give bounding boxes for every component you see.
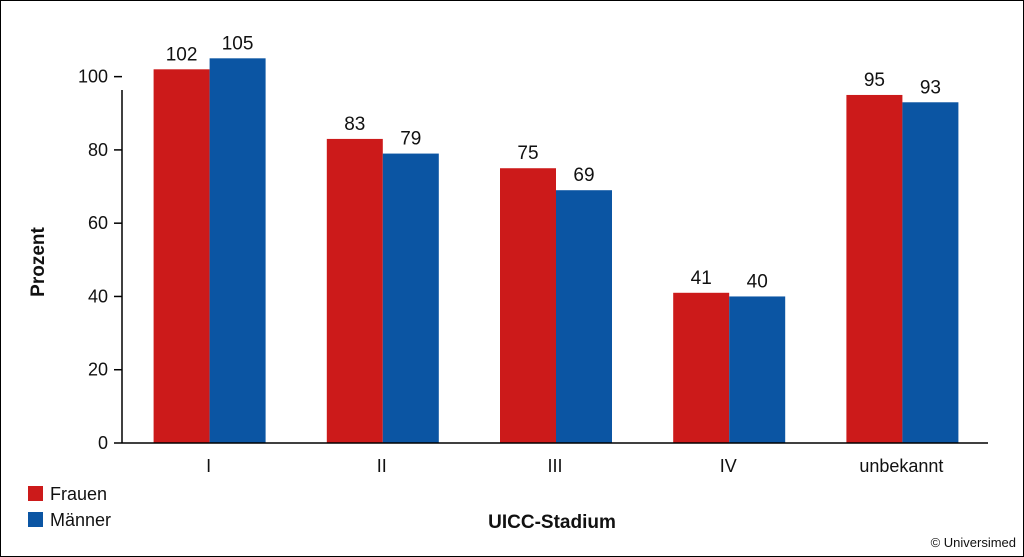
legend-swatch-1	[28, 486, 43, 501]
bar-mnner-2	[382, 153, 439, 443]
data-label: 40	[747, 271, 768, 292]
data-label: 105	[222, 33, 254, 54]
data-label: 102	[166, 44, 198, 65]
y-tick-label: 80	[88, 140, 108, 160]
y-tick-label: 40	[88, 286, 108, 306]
x-axis: I II III IV unbekannt	[122, 442, 988, 476]
y-tick-label: 0	[98, 433, 108, 453]
x-axis-title: UICC-Stadium	[488, 512, 616, 533]
bar-frauen-3	[500, 168, 556, 443]
legend-label-2: Männer	[50, 510, 111, 530]
x-tick-label: I	[206, 456, 211, 476]
copyright-credit: © Universimed	[931, 535, 1016, 550]
legend-swatch-2	[28, 512, 43, 527]
bar-mnner-3	[556, 190, 612, 443]
bars: 102 105 83 79 75 69 41 40 95 93	[153, 33, 959, 444]
data-label: 93	[920, 77, 941, 98]
legend-label-1: Frauen	[50, 484, 107, 504]
data-label: 69	[573, 165, 594, 186]
data-label: 41	[691, 268, 712, 289]
bar-frauen-2	[326, 138, 383, 443]
x-tick-label: III	[547, 456, 562, 476]
y-tick-label: 20	[88, 360, 108, 380]
y-tick-label: 60	[88, 213, 108, 233]
y-axis-title: Prozent	[28, 226, 49, 296]
bar-frauen-4	[673, 292, 730, 443]
y-tick-label: 100	[78, 67, 108, 87]
bar-mnner-5	[902, 102, 959, 444]
x-tick-label: IV	[720, 456, 737, 476]
bar-frauen-5	[846, 94, 903, 444]
bar-mnner-1	[209, 58, 266, 444]
bar-mnner-4	[729, 296, 786, 443]
data-label: 83	[344, 114, 365, 135]
data-label: 75	[517, 143, 538, 164]
data-label: 79	[400, 129, 421, 150]
data-label: 95	[864, 70, 885, 91]
x-tick-label: II	[377, 456, 387, 476]
bar-frauen-1	[153, 69, 210, 444]
x-tick-label: unbekannt	[859, 456, 943, 476]
y-axis: 0 20 40 60 80 100	[78, 67, 123, 453]
legend: Frauen Männer	[28, 484, 111, 530]
